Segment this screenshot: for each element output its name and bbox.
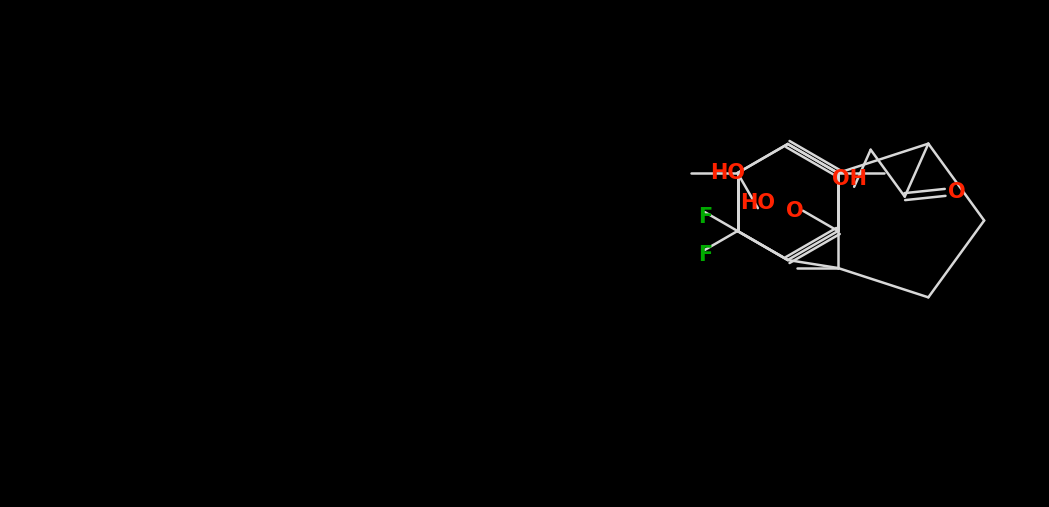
Text: O: O bbox=[948, 183, 966, 202]
Text: HO: HO bbox=[741, 193, 775, 213]
Text: OH: OH bbox=[832, 169, 866, 189]
Text: F: F bbox=[698, 207, 712, 227]
Text: O: O bbox=[786, 201, 804, 221]
Text: HO: HO bbox=[710, 163, 745, 183]
Text: F: F bbox=[698, 245, 712, 265]
